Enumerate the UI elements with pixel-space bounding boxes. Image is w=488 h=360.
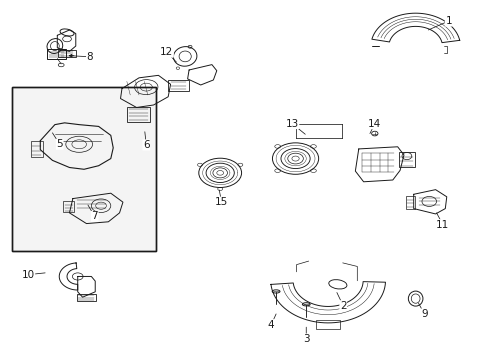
Bar bbox=[12, 87, 156, 251]
Text: 8: 8 bbox=[86, 52, 93, 62]
Text: 7: 7 bbox=[91, 211, 98, 221]
Bar bbox=[46, 49, 66, 59]
Text: 5: 5 bbox=[56, 139, 63, 149]
Text: 12: 12 bbox=[160, 47, 173, 57]
Text: 3: 3 bbox=[303, 334, 309, 344]
Text: 14: 14 bbox=[367, 118, 381, 129]
Bar bbox=[315, 320, 340, 329]
Text: 11: 11 bbox=[435, 220, 448, 230]
Bar bbox=[126, 107, 150, 122]
Text: 2: 2 bbox=[339, 301, 346, 311]
Bar bbox=[30, 141, 42, 157]
Bar bbox=[168, 80, 188, 91]
Text: 10: 10 bbox=[21, 270, 35, 280]
Bar bbox=[12, 87, 156, 251]
Bar bbox=[58, 50, 76, 57]
Bar bbox=[77, 294, 96, 301]
Text: 6: 6 bbox=[142, 140, 149, 150]
Bar bbox=[398, 153, 414, 167]
Bar bbox=[63, 202, 74, 212]
Text: 13: 13 bbox=[285, 118, 298, 129]
Text: 9: 9 bbox=[420, 309, 427, 319]
Text: 1: 1 bbox=[445, 16, 451, 26]
Text: 15: 15 bbox=[215, 197, 228, 207]
Text: 4: 4 bbox=[267, 320, 274, 330]
Bar bbox=[406, 196, 414, 208]
